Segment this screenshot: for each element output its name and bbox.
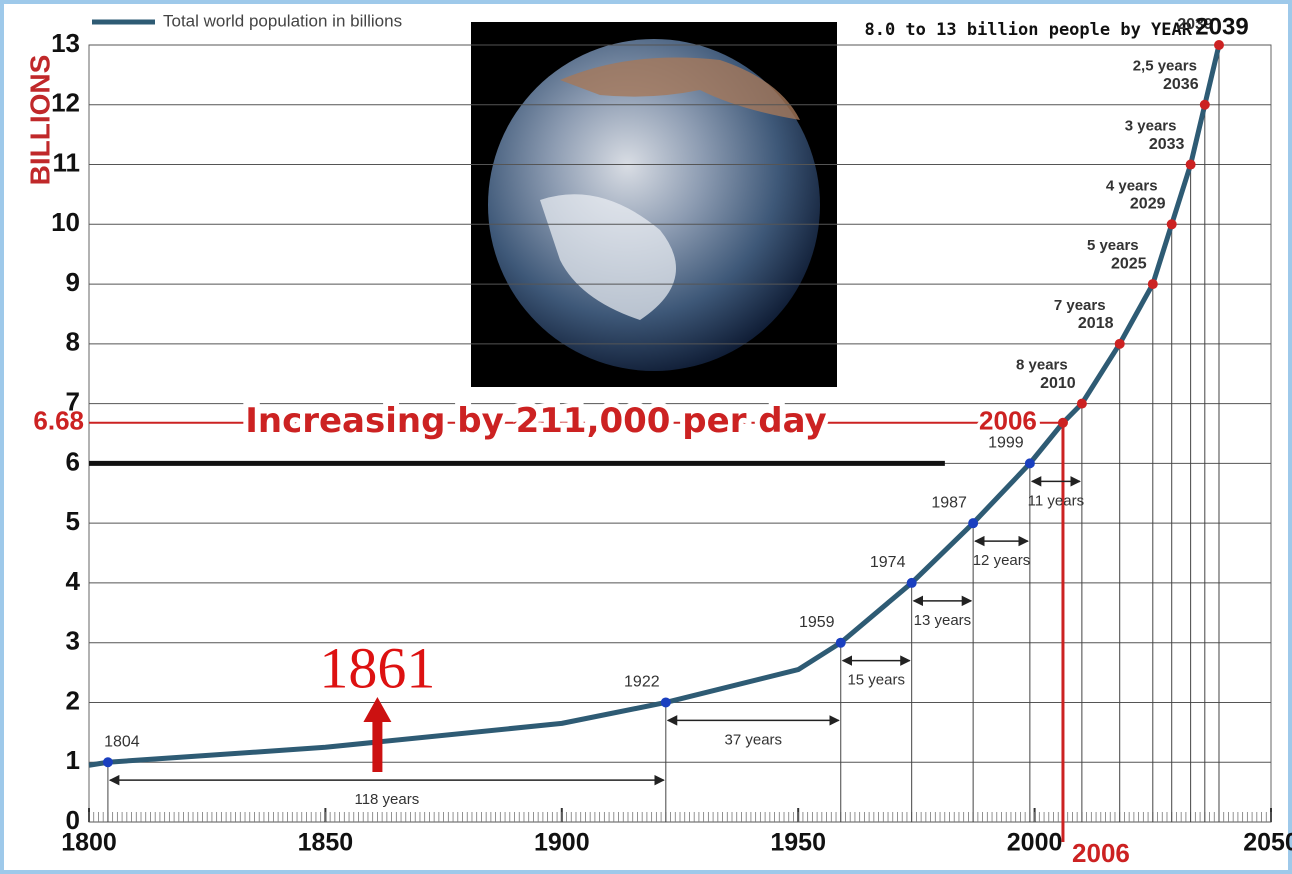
data-point: [1076, 398, 1087, 409]
point-label: 1922: [624, 674, 660, 691]
legend-label: Total world population in billions: [163, 11, 402, 30]
y-tick-label: 2: [66, 685, 80, 715]
y-tick-label: 1: [66, 745, 80, 775]
data-point: [1147, 279, 1158, 290]
highlight-year: 2006: [979, 406, 1037, 436]
y-tick-label: 3: [66, 626, 80, 656]
y-tick-label: 8: [66, 327, 80, 357]
data-point: [1024, 458, 1035, 469]
data-point: [102, 757, 113, 768]
x-tick-label: 2000: [1007, 829, 1063, 857]
earth-image: [471, 22, 837, 387]
point-label: 2029: [1130, 196, 1166, 213]
x-tick-label: 1900: [534, 829, 590, 857]
interval-label: 8 years: [1016, 357, 1068, 374]
x-tick-label: 1800: [61, 829, 117, 857]
data-point: [660, 697, 671, 708]
data-point: [1114, 338, 1125, 349]
interval-label: 2,5 years: [1133, 58, 1197, 75]
data-point: [1166, 219, 1177, 230]
data-point: [968, 518, 979, 529]
data-point: [1213, 40, 1224, 50]
y-tick-label: 5: [66, 506, 80, 536]
highlight-text: Increasing by 211,000 per day: [245, 401, 827, 441]
highlight-value: 6.68: [33, 406, 84, 436]
x-tick-label: 1950: [770, 829, 826, 857]
y-axis-label: BILLIONS: [24, 55, 55, 186]
callout-label: 1861: [319, 635, 435, 700]
point-label: 2039: [1177, 16, 1213, 33]
data-point: [1057, 417, 1068, 428]
interval-label: 5 years: [1087, 237, 1139, 254]
point-label: 1974: [870, 554, 906, 571]
point-label: 2036: [1163, 76, 1199, 93]
minor-ticks: [88, 812, 1272, 822]
highlight-year-axis: 2006: [1072, 838, 1130, 868]
point-label: 2033: [1149, 136, 1185, 153]
y-tick-label: 4: [66, 566, 81, 596]
interval-label: 118 years: [354, 791, 419, 808]
callout-arrow: [363, 697, 392, 773]
data-point: [835, 637, 846, 648]
interval-label: 4 years: [1106, 177, 1158, 194]
y-tick-label: 12: [51, 88, 80, 118]
interval-label: 15 years: [847, 672, 905, 689]
interval-label: 7 years: [1054, 297, 1106, 314]
interval-label: 11 years: [1028, 492, 1084, 509]
x-tick-label: 2050: [1243, 829, 1292, 857]
y-tick-label: 7: [66, 386, 80, 416]
y-tick-label: 10: [51, 207, 80, 237]
point-label: 2010: [1040, 375, 1076, 392]
interval-label: 3 years: [1125, 118, 1177, 135]
interval-label: 37 years: [725, 731, 783, 748]
population-line: [88, 44, 1222, 768]
point-label: 1999: [988, 435, 1024, 452]
point-label: 2025: [1111, 255, 1147, 272]
point-label: 2018: [1078, 315, 1114, 332]
data-point: [906, 577, 917, 588]
data-point: [1199, 99, 1210, 110]
title-year: 2039: [1195, 13, 1248, 40]
y-tick-label: 11: [53, 147, 81, 177]
y-tick-label: 0: [66, 805, 80, 835]
point-label: 1804: [104, 733, 140, 750]
point-label: 1987: [931, 494, 967, 511]
y-tick-label: 6: [66, 446, 80, 476]
data-point: [1185, 159, 1196, 170]
point-label: 1959: [799, 614, 835, 631]
interval-label: 12 years: [973, 552, 1031, 569]
y-tick-label: 13: [51, 28, 80, 58]
interval-label: 13 years: [914, 612, 972, 629]
x-tick-label: 1850: [298, 829, 354, 857]
y-tick-label: 9: [66, 267, 80, 297]
chart-title: 8.0 to 13 billion people by YEAR: [864, 20, 1192, 40]
